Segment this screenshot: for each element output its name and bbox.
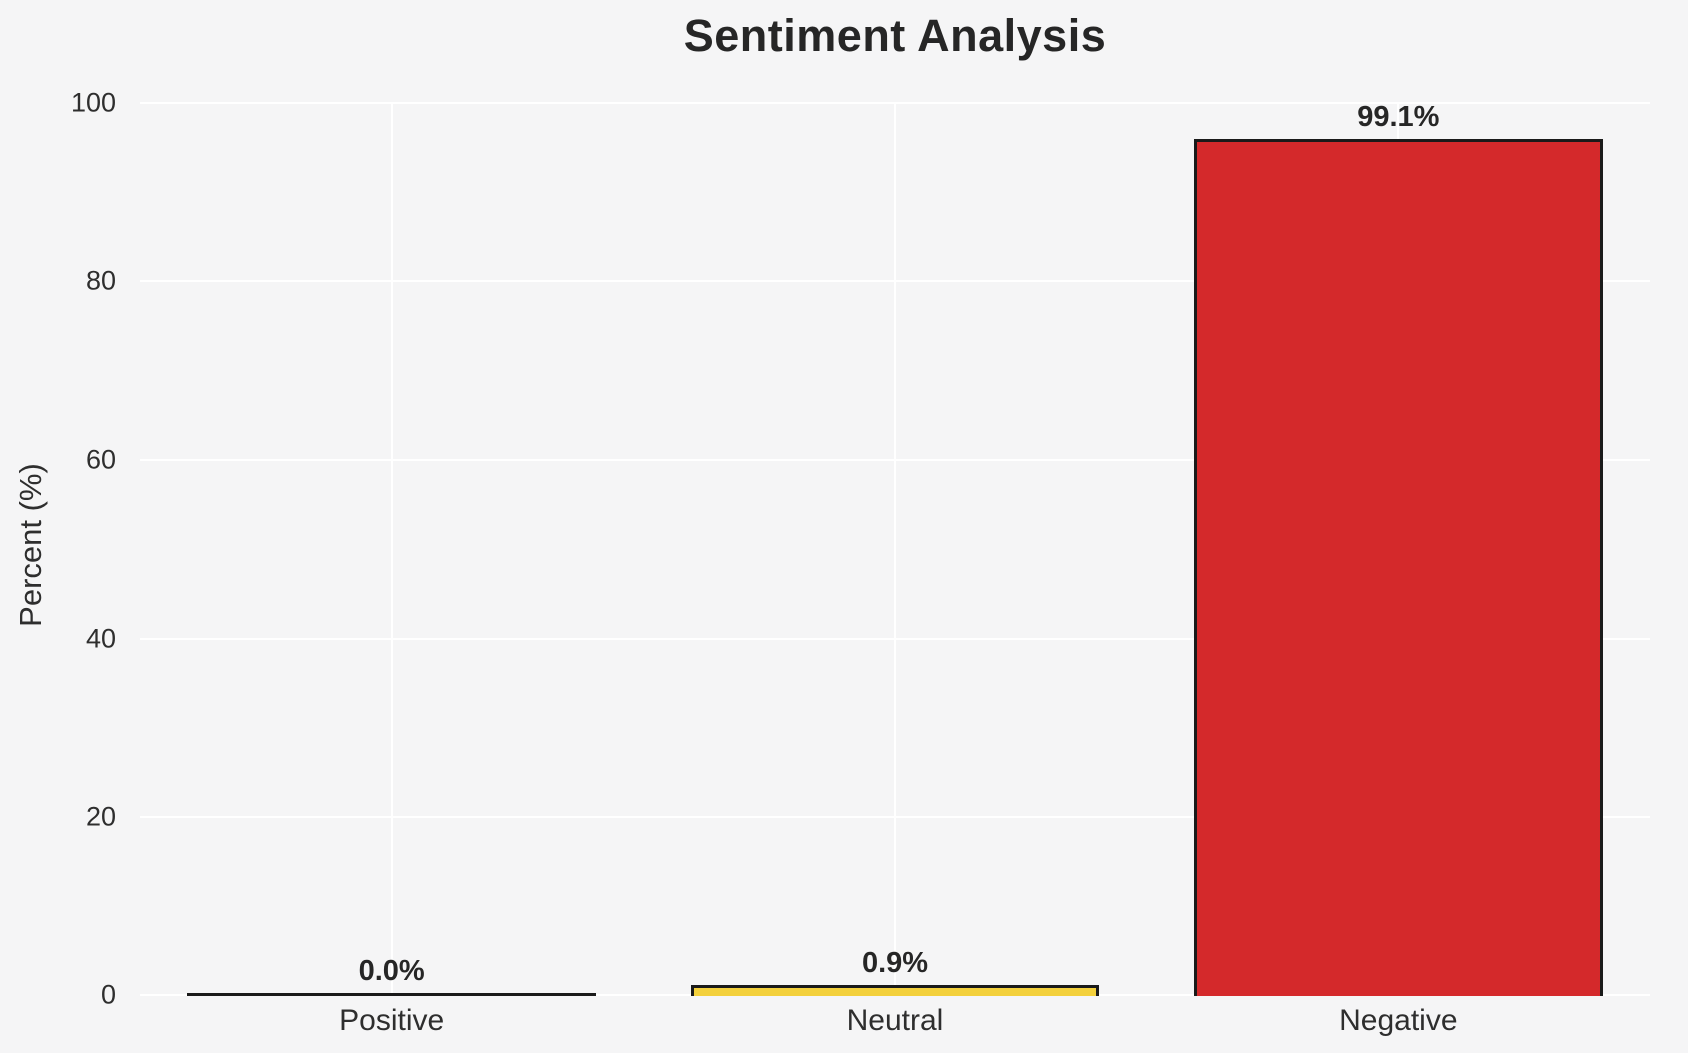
- bar-group-positive: 0.0%: [140, 103, 643, 996]
- y-tick-100: 100: [70, 87, 116, 118]
- y-tick-0: 0: [100, 979, 116, 1010]
- bar-group-negative: 99.1%: [1147, 103, 1650, 996]
- y-tick-80: 80: [85, 265, 116, 296]
- x-label-negative: Negative: [1339, 1004, 1458, 1037]
- bar-group-neutral: 0.9%: [643, 103, 1146, 996]
- y-tick-60: 60: [85, 444, 116, 475]
- y-tick-20: 20: [85, 801, 116, 832]
- x-label-positive: Positive: [339, 1004, 445, 1037]
- bar-value-positive: 0.0%: [358, 955, 425, 987]
- x-label-neutral: Neutral: [846, 1004, 944, 1037]
- bar-negative: [1193, 139, 1603, 996]
- bar-neutral: [690, 984, 1100, 996]
- gridline-v-neutral: [894, 103, 896, 996]
- plot-area: 0.0% 0.9% 99.1%: [140, 102, 1650, 996]
- bars: 0.0% 0.9% 99.1%: [140, 103, 1650, 996]
- x-axis-labels: Positive Neutral Negative: [140, 1004, 1650, 1038]
- y-axis-ticks: 100 80 60 40 20 0: [0, 88, 116, 1010]
- bar-positive: [187, 993, 596, 996]
- bar-value-negative: 99.1%: [1357, 101, 1440, 133]
- bar-value-neutral: 0.9%: [861, 946, 929, 979]
- y-tick-40: 40: [85, 623, 116, 654]
- chart-title: Sentiment Analysis: [683, 10, 1107, 61]
- gridline-v-positive: [390, 103, 393, 996]
